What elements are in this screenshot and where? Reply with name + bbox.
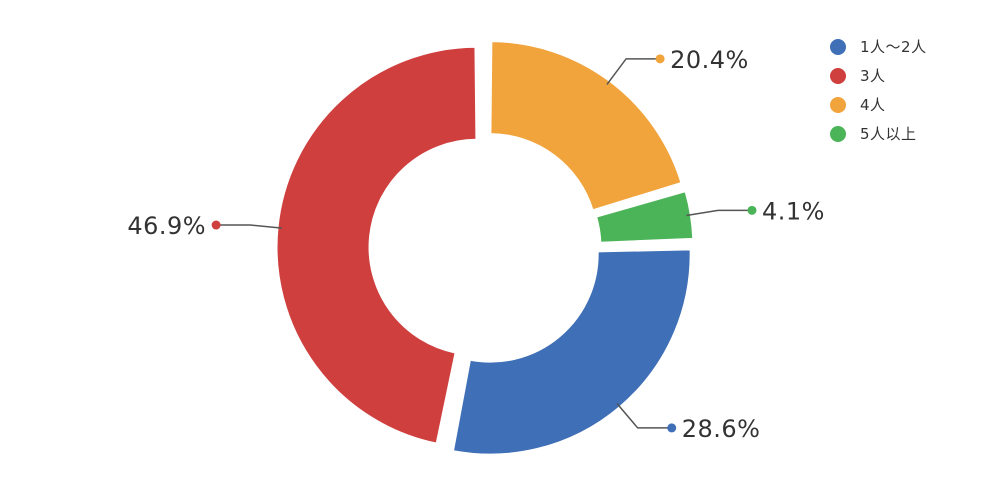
leader-line-2 [216, 224, 283, 229]
legend-item-2[interactable]: 3人 [830, 61, 990, 90]
legend-item-1[interactable]: 1人～2人 [830, 32, 990, 61]
slice-4[interactable] [596, 191, 694, 243]
slice-3[interactable] [490, 41, 682, 211]
legend-label-1: 1人～2人 [860, 38, 927, 56]
legend-label-4: 5人以上 [860, 125, 917, 143]
value-label-2: 46.9% [127, 212, 206, 240]
legend-marker-4 [830, 125, 846, 142]
leader-line-1 [616, 403, 672, 429]
leader-dot-1 [667, 423, 677, 433]
legend-label-2: 3人 [860, 67, 886, 85]
legend-item-3[interactable]: 4人 [830, 90, 990, 119]
slice-1[interactable] [452, 249, 691, 455]
leader-dot-3 [655, 54, 665, 64]
value-label-3: 20.4% [670, 46, 749, 74]
slice-2[interactable] [276, 46, 477, 444]
leader-dot-2 [211, 220, 221, 230]
value-label-1: 28.6% [682, 415, 761, 443]
leader-dot-4 [747, 205, 757, 215]
legend-marker-3 [830, 96, 846, 113]
legend-marker-2 [830, 67, 846, 84]
legend-item-4[interactable]: 5人以上 [830, 119, 990, 148]
value-label-4: 4.1% [762, 197, 825, 225]
chart-legend: 1人～2人 3人 4人 5人以上 [830, 32, 990, 148]
label-leader-lines [211, 54, 757, 433]
legend-marker-1 [830, 38, 846, 55]
legend-label-3: 4人 [860, 96, 886, 114]
leader-line-4 [686, 209, 752, 217]
value-labels: 20.4% 4.1% 28.6% 46.9% [127, 46, 825, 443]
donut-slices [276, 41, 694, 455]
leader-line-3 [606, 58, 661, 85]
